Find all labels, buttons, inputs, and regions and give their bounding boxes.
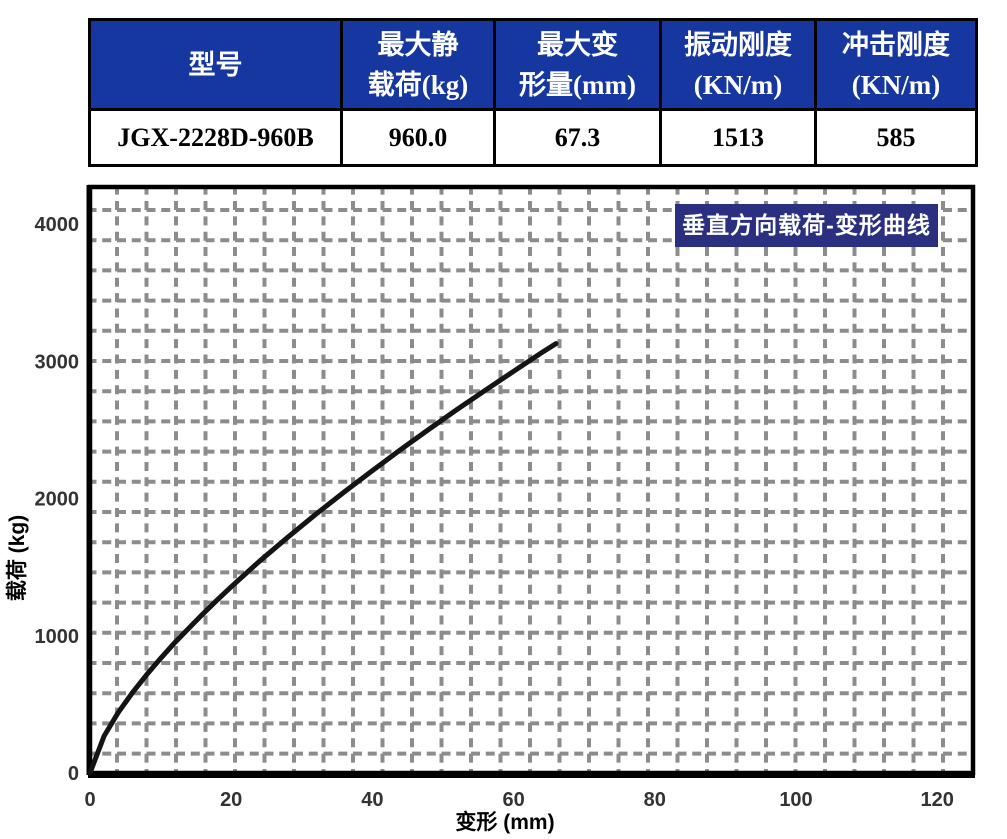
spec-table-data-row: JGX-2228D-960B 960.0 67.3 1513 585 bbox=[88, 108, 978, 167]
spec-table-header-row: 型号 最大静 载荷(kg) 最大变 形量(mm) 振动刚度 (KN/m) 冲击刚… bbox=[88, 18, 978, 111]
x-tick-label: 120 bbox=[921, 789, 954, 811]
max-static-load-value: 960.0 bbox=[340, 108, 496, 167]
y-axis-title: 载荷 (kg) bbox=[6, 514, 29, 602]
load-deflection-curve bbox=[87, 341, 559, 776]
y-tick-label: 2000 bbox=[35, 489, 80, 511]
vibration-stiffness-value: 1513 bbox=[659, 108, 817, 167]
header-label: 型号 bbox=[188, 49, 243, 80]
x-tick-label: 40 bbox=[361, 789, 383, 811]
spec-table: 型号 最大静 载荷(kg) 最大变 形量(mm) 振动刚度 (KN/m) 冲击刚… bbox=[88, 18, 978, 167]
header-cell-max-deflection: 最大变 形量(mm) bbox=[493, 18, 662, 111]
impact-stiffness-value: 585 bbox=[814, 108, 978, 167]
header-label: 最大静 bbox=[377, 29, 459, 60]
x-tick-label: 20 bbox=[220, 789, 242, 811]
header-label: 最大变 bbox=[537, 29, 618, 60]
header-label: 振动刚度 bbox=[684, 29, 792, 60]
header-cell-vibration-stiffness: 振动刚度 (KN/m) bbox=[659, 18, 817, 111]
header-label: (KN/m) bbox=[693, 69, 783, 100]
y-tick-label: 3000 bbox=[35, 351, 80, 373]
y-tick-label: 1000 bbox=[35, 626, 80, 648]
x-tick-label: 100 bbox=[779, 789, 812, 811]
header-cell-impact-stiffness: 冲击刚度 (KN/m) bbox=[814, 18, 978, 111]
header-label: 载荷(kg) bbox=[367, 69, 469, 100]
x-tick-label: 0 bbox=[84, 789, 95, 811]
chart-title-badge: 垂直方向载荷-变形曲线 bbox=[675, 204, 938, 247]
x-tick-label: 80 bbox=[644, 789, 666, 811]
max-deflection-value: 67.3 bbox=[493, 108, 662, 167]
header-label: (KN/m) bbox=[851, 69, 941, 100]
header-cell-model: 型号 bbox=[88, 18, 343, 111]
y-tick-label: 4000 bbox=[35, 214, 80, 236]
model-value: JGX-2228D-960B bbox=[88, 108, 343, 167]
x-axis-title: 变形 (mm) bbox=[455, 811, 555, 834]
x-tick-label: 60 bbox=[502, 789, 524, 811]
header-label: 形量(mm) bbox=[519, 69, 636, 100]
y-tick-label: 0 bbox=[68, 763, 79, 785]
header-cell-max-static-load: 最大静 载荷(kg) bbox=[340, 18, 496, 111]
header-label: 冲击刚度 bbox=[842, 29, 950, 60]
